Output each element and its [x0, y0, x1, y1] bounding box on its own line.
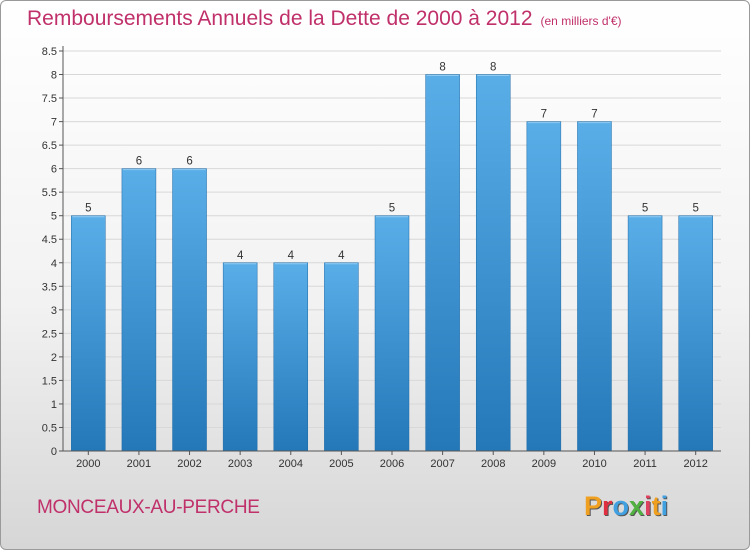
chart-title-text: Remboursements Annuels de la Dette de 20…	[27, 7, 533, 30]
x-tick-label-2003: 2003	[228, 458, 252, 470]
y-tick-label: 2	[51, 352, 57, 364]
logo-letter: P	[584, 491, 603, 521]
x-tick-label-2000: 2000	[76, 458, 100, 470]
logo-letter: i	[644, 491, 652, 521]
x-tick-label-2001: 2001	[127, 458, 151, 470]
y-tick-label: 6	[51, 164, 57, 176]
bar-2006	[374, 215, 410, 452]
bar-2000	[71, 215, 106, 452]
x-tick-label-2006: 2006	[380, 458, 404, 470]
y-tick-label: 4	[51, 258, 57, 270]
logo-letter: i	[660, 491, 669, 521]
bar-2002	[172, 168, 207, 452]
bar-2008	[475, 74, 511, 452]
logo-letter: x	[629, 491, 645, 521]
bar-2009	[526, 121, 562, 452]
y-tick-label: 8	[51, 70, 57, 82]
x-tick-label-2004: 2004	[279, 458, 303, 470]
y-tick-label: 6.5	[42, 140, 57, 152]
bar-2003	[222, 262, 258, 452]
proxiti-logo: Proxiti	[584, 491, 668, 522]
y-tick-label: 4.5	[42, 234, 57, 246]
data-label-2011: 5	[642, 203, 648, 215]
y-tick-label: 7	[51, 117, 57, 129]
x-tick-label-2009: 2009	[532, 458, 556, 470]
data-label-2005: 4	[338, 250, 345, 262]
x-tick-label-2011: 2011	[633, 458, 657, 470]
logo-letter: t	[651, 491, 661, 521]
data-labels: 5 6 6 4 4 4 5 8 8 7 7 5 5	[85, 62, 699, 262]
data-label-2010: 7	[591, 109, 597, 121]
y-tick-label: 3	[51, 305, 57, 317]
bar-2007	[425, 74, 460, 452]
data-label-2002: 6	[186, 156, 192, 168]
y-tick-labels: 0 0.5 1 1.5 2 2.5 3 3.5 4 4.5 5 5.5 6 6.5 7 7.5 8 8.5	[42, 46, 57, 458]
y-tick-label: 1.5	[42, 375, 57, 387]
bar-2011	[627, 215, 663, 452]
y-tick-label: 0.5	[42, 422, 57, 434]
y-tick-label: 5.5	[42, 187, 57, 199]
bars	[71, 74, 713, 452]
data-label-2003: 4	[237, 250, 244, 262]
x-tick-label-2007: 2007	[430, 458, 454, 470]
x-tick-label-2008: 2008	[481, 458, 505, 470]
x-tick-label-2012: 2012	[683, 458, 707, 470]
x-tick-label-2005: 2005	[329, 458, 353, 470]
data-label-2006: 5	[389, 203, 395, 215]
y-tick-label: 5	[51, 211, 57, 223]
data-label-2009: 7	[541, 109, 547, 121]
y-tick-label: 2.5	[42, 328, 57, 340]
y-tick-label: 3.5	[42, 281, 57, 293]
y-tick-label: 7.5	[42, 93, 57, 105]
data-label-2012: 5	[692, 203, 698, 215]
data-label-2001: 6	[136, 156, 142, 168]
data-label-2007: 8	[439, 62, 445, 74]
bar-2010	[577, 121, 612, 452]
x-tick-label-2010: 2010	[582, 458, 606, 470]
logo-letter: r	[602, 491, 613, 521]
x-tick-labels: 2000 2001 2002 2003 2004 2005 2006 2007 2008 2009…	[76, 451, 708, 470]
bar-2001	[121, 168, 157, 452]
chart-title: Remboursements Annuels de la Dette de 20…	[27, 7, 622, 31]
x-tick-label-2002: 2002	[177, 458, 201, 470]
bar-2004	[273, 262, 309, 452]
bar-2012	[678, 215, 713, 452]
logo-letter: o	[612, 491, 630, 521]
y-tick-label: 8.5	[42, 46, 57, 58]
chart-unit: (en milliers d'€)	[540, 14, 622, 28]
data-label-2004: 4	[288, 250, 295, 262]
data-label-2000: 5	[85, 203, 91, 215]
y-tick-label: 1	[51, 399, 57, 411]
commune-name: MONCEAUX-AU-PERCHE	[37, 497, 260, 518]
bar-2005	[324, 262, 359, 452]
y-tick-label: 0	[51, 446, 57, 458]
data-label-2008: 8	[490, 62, 496, 74]
